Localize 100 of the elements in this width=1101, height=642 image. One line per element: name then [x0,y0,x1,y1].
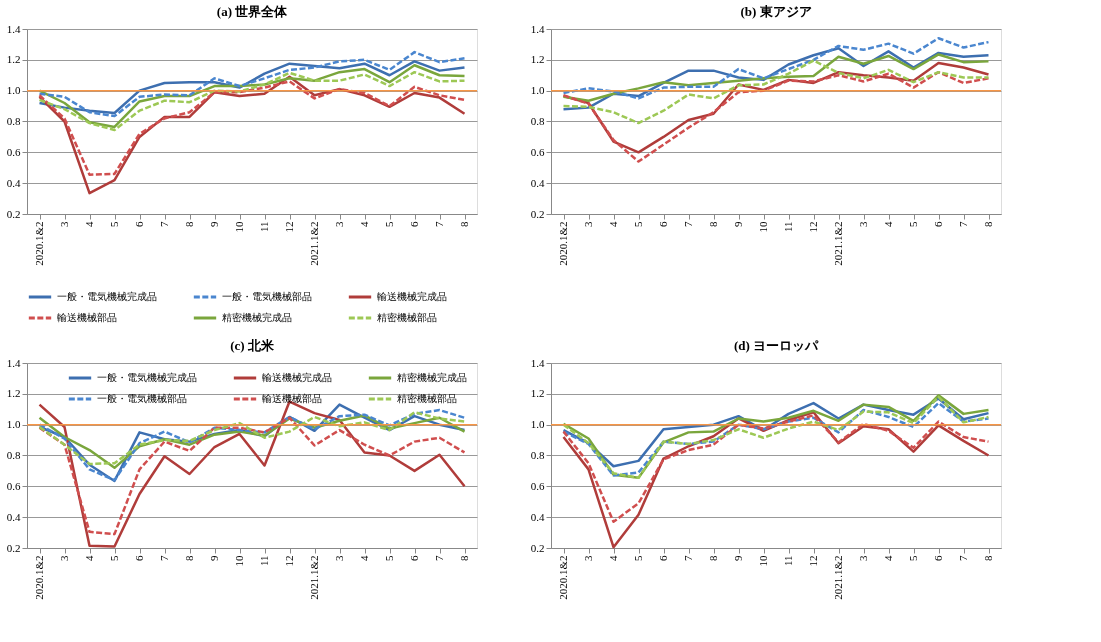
x-tick-label: 7 [957,555,969,561]
x-tick-label: 7 [158,555,170,561]
x-tick-label: 3 [857,221,869,227]
y-tick-label: 1.2 [6,387,21,400]
x-tick-label: 10 [757,555,769,567]
x-tick-label: 8 [982,221,994,227]
x-tick-label: 12 [283,555,295,567]
x-tick-label: 11 [782,221,794,233]
y-tick-label: 1.4 [6,22,21,35]
x-tick-label: 3 [58,221,70,227]
x-tick-label: 4 [882,221,894,227]
x-tick-label: 4 [882,555,894,561]
x-tick-label: 6 [408,221,420,227]
x-tick-label: 5 [108,555,120,561]
x-tick-label: 5 [907,221,919,227]
x-tick-label: 6 [133,221,145,227]
y-tick-label: 0.4 [530,176,545,189]
y-tick-label: 0.6 [530,145,545,158]
x-tick-label: 8 [982,555,994,561]
x-tick-label: 2021.1&2 [832,221,844,266]
x-tick-label: 5 [383,221,395,227]
x-tick-label: 5 [632,555,644,561]
y-tick-label: 0.4 [530,510,545,523]
y-tick-label: 0.4 [6,176,21,189]
y-tick-label: 0.2 [530,541,545,554]
x-tick-label: 7 [682,221,694,227]
x-tick-label: 3 [582,221,594,227]
x-tick-label: 6 [133,555,145,561]
x-tick-label: 5 [108,221,120,227]
x-tick-label: 11 [258,555,270,567]
y-tick-label: 0.2 [530,207,545,220]
legend-label: 一般・電気機械部品 [222,291,312,302]
x-tick-label: 12 [283,221,295,233]
x-tick-label: 11 [258,221,270,233]
x-tick-label: 6 [932,555,944,561]
x-tick-label: 8 [183,221,195,227]
x-tick-label: 2020.1&2 [33,221,45,266]
y-tick-label: 1.0 [6,418,21,431]
x-tick-label: 3 [58,555,70,561]
legend-label: 輸送機械部品 [57,312,117,323]
x-tick-label: 7 [682,555,694,561]
y-tick-label: 0.8 [530,115,545,127]
y-tick-label: 1.2 [530,387,545,400]
y-tick-label: 0.6 [530,479,545,492]
x-tick-label: 8 [707,221,719,227]
y-tick-label: 0.6 [6,479,21,492]
x-tick-label: 4 [358,221,370,227]
x-tick-label: 7 [957,221,969,227]
x-tick-label: 8 [707,555,719,561]
x-tick-label: 7 [433,221,445,227]
x-tick-label: 8 [458,555,470,561]
chart-title: (c) 北米 [230,338,275,353]
y-tick-label: 1.4 [530,356,545,369]
x-tick-label: 4 [358,555,370,561]
x-tick-label: 4 [607,221,619,227]
x-tick-label: 3 [582,555,594,561]
chart-title: (a) 世界全体 [216,4,289,19]
y-tick-label: 1.0 [530,84,545,97]
legend-label: 一般・電気機械完成品 [57,291,157,302]
y-tick-label: 0.4 [6,510,21,523]
x-tick-label: 6 [657,221,669,227]
legend-label: 精密機械部品 [377,312,437,323]
legend-label: 精密機械部品 [397,393,457,404]
x-tick-label: 5 [907,555,919,561]
x-tick-label: 6 [657,555,669,561]
x-tick-label: 3 [333,221,345,227]
x-tick-label: 2021.1&2 [308,221,320,266]
x-tick-label: 2020.1&2 [557,555,569,600]
y-tick-label: 1.0 [530,418,545,431]
chart-title: (b) 東アジア [740,4,812,19]
x-tick-label: 9 [732,221,744,227]
x-tick-label: 4 [607,555,619,561]
y-tick-label: 0.2 [6,207,21,220]
legend-label: 輸送機械部品 [262,393,322,404]
x-tick-label: 10 [233,221,245,233]
x-tick-label: 6 [932,221,944,227]
legend-label: 精密機械完成品 [222,312,292,323]
legend-label: 輸送機械完成品 [262,372,332,383]
y-tick-label: 1.0 [6,84,21,97]
y-tick-label: 1.2 [530,53,545,66]
x-tick-label: 4 [83,221,95,227]
x-tick-label: 11 [782,555,794,567]
x-tick-label: 9 [732,555,744,561]
y-tick-label: 0.6 [6,145,21,158]
x-tick-label: 2021.1&2 [832,555,844,600]
y-tick-label: 0.2 [6,541,21,554]
y-tick-label: 1.2 [6,53,21,66]
x-tick-label: 9 [208,221,220,227]
x-tick-label: 9 [208,555,220,561]
y-tick-label: 0.8 [6,115,21,127]
x-tick-label: 3 [333,555,345,561]
x-tick-label: 8 [183,555,195,561]
x-tick-label: 2020.1&2 [557,221,569,266]
y-tick-label: 0.8 [530,449,545,461]
chart-title: (d) ヨーロッパ [733,338,820,353]
x-tick-label: 10 [757,221,769,233]
y-tick-label: 1.4 [6,356,21,369]
x-tick-label: 12 [807,555,819,567]
x-tick-label: 8 [458,221,470,227]
x-tick-label: 7 [158,221,170,227]
